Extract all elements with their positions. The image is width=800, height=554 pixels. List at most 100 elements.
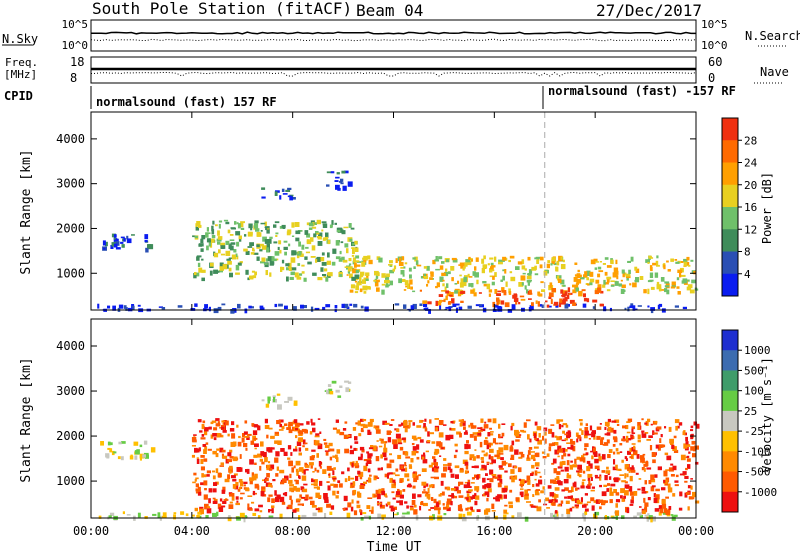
x-tick-label: 12:00 — [375, 524, 411, 538]
range-time-cell — [639, 276, 644, 280]
range-time-cell — [592, 306, 595, 309]
nsky-label: N.Sky — [2, 32, 38, 46]
range-time-cell — [327, 240, 331, 245]
range-time-cell — [226, 258, 231, 261]
range-time-cell — [293, 306, 297, 311]
nave-label: Nave — [760, 65, 789, 79]
range-time-cell — [620, 279, 623, 282]
range-time-cell — [575, 287, 579, 292]
range-time-cell — [670, 474, 675, 477]
range-time-cell — [254, 508, 260, 512]
range-time-cell — [161, 307, 166, 310]
range-time-cell — [581, 455, 585, 458]
range-time-cell — [422, 502, 428, 507]
range-time-cell — [435, 256, 438, 261]
range-time-cell — [120, 456, 124, 461]
range-time-cell — [332, 248, 337, 254]
range-time-cell — [567, 447, 572, 450]
range-time-cell — [348, 475, 351, 481]
range-time-cell — [695, 423, 700, 429]
range-time-cell — [257, 453, 262, 458]
range-time-cell — [677, 425, 680, 429]
range-time-cell — [433, 458, 437, 463]
range-time-cell — [459, 508, 463, 512]
colorbar-tick-label: 20 — [744, 179, 757, 192]
range-time-cell — [615, 492, 620, 496]
range-time-cell — [216, 433, 221, 438]
range-time-cell — [530, 505, 536, 508]
range-time-cell — [613, 489, 617, 494]
range-time-cell — [530, 454, 536, 460]
range-time-cell — [570, 460, 573, 463]
range-time-cell — [577, 434, 581, 439]
range-time-cell — [277, 404, 282, 410]
range-time-cell — [631, 443, 636, 445]
range-time-cell — [375, 275, 379, 279]
range-time-cell — [633, 308, 638, 311]
range-time-cell — [552, 442, 555, 446]
range-time-cell — [306, 222, 311, 226]
range-time-cell — [298, 241, 301, 247]
range-time-cell — [450, 488, 456, 491]
range-time-cell — [449, 427, 452, 431]
range-time-cell — [231, 475, 236, 479]
range-time-cell — [552, 499, 555, 502]
range-time-cell — [648, 435, 653, 438]
range-time-cell — [427, 431, 430, 437]
range-time-cell — [628, 469, 631, 473]
range-time-cell — [491, 474, 497, 476]
range-time-cell — [646, 467, 652, 470]
range-time-cell — [221, 449, 226, 453]
range-time-cell — [486, 478, 490, 481]
range-time-cell — [480, 418, 484, 423]
range-time-cell — [254, 462, 257, 465]
range-time-cell — [305, 468, 309, 471]
range-time-cell — [374, 281, 379, 287]
range-time-cell — [606, 289, 611, 292]
range-time-cell — [564, 433, 568, 436]
range-time-cell — [601, 491, 607, 497]
range-time-cell — [537, 439, 542, 445]
range-time-cell — [245, 488, 250, 492]
range-time-cell — [558, 424, 562, 430]
range-time-cell — [422, 459, 428, 464]
range-time-cell — [220, 242, 225, 247]
range-time-cell — [674, 259, 678, 261]
range-time-cell — [647, 418, 651, 423]
range-time-cell — [245, 250, 250, 255]
range-time-cell — [560, 264, 566, 270]
range-time-cell — [397, 454, 402, 460]
range-time-cell — [220, 426, 225, 430]
range-time-cell — [324, 513, 327, 519]
colorbar-segment — [722, 451, 738, 473]
range-time-cell — [383, 443, 386, 448]
range-time-cell — [695, 461, 699, 465]
range-time-cell — [326, 184, 330, 187]
range-time-cell — [212, 220, 215, 225]
range-time-cell — [599, 506, 602, 510]
range-time-cell — [216, 238, 222, 242]
range-time-cell — [502, 487, 508, 493]
range-time-cell — [629, 491, 635, 496]
range-time-cell — [464, 450, 469, 455]
range-time-cell — [289, 487, 294, 492]
range-time-cell — [523, 422, 527, 428]
range-time-cell — [605, 470, 611, 474]
range-time-cell — [292, 509, 297, 513]
range-time-cell — [556, 436, 561, 441]
y-tick-label: 4000 — [56, 132, 85, 146]
range-time-cell — [362, 285, 368, 291]
range-time-cell — [520, 430, 524, 433]
range-time-cell — [489, 462, 494, 465]
range-time-cell — [511, 476, 515, 483]
range-time-cell — [332, 455, 336, 458]
range-time-cell — [562, 298, 566, 304]
range-time-cell — [269, 236, 273, 239]
range-time-cell — [350, 482, 354, 487]
range-time-cell — [346, 434, 351, 437]
range-time-cell — [524, 481, 527, 484]
range-time-cell — [312, 272, 317, 276]
range-time-cell — [401, 515, 406, 518]
range-time-cell — [631, 426, 635, 430]
